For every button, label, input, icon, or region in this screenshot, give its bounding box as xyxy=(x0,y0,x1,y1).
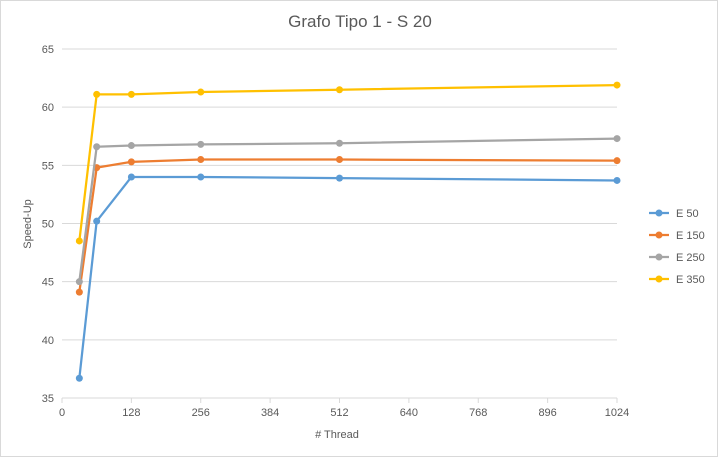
data-point xyxy=(336,174,343,182)
x-axis-label: # Thread xyxy=(315,429,359,441)
data-point xyxy=(127,142,135,150)
y-tick-label: 40 xyxy=(42,335,54,347)
series-line xyxy=(78,83,618,242)
data-point xyxy=(75,278,83,286)
series-2 xyxy=(75,156,621,296)
data-point xyxy=(93,143,101,151)
chart-title: Grafo Tipo 1 - S 20 xyxy=(288,12,432,31)
data-point xyxy=(93,90,101,98)
data-point xyxy=(197,173,205,181)
data-point xyxy=(75,374,83,382)
data-point xyxy=(336,86,343,94)
y-tick-label: 45 xyxy=(42,277,54,289)
y-tick-label: 60 xyxy=(42,102,54,114)
gridlines xyxy=(62,48,617,341)
y-tick-label: 35 xyxy=(42,393,54,405)
legend-label: E 50 xyxy=(676,208,699,220)
y-tick-label: 65 xyxy=(42,44,54,56)
series-line xyxy=(78,158,618,293)
data-point xyxy=(613,81,621,89)
series-line xyxy=(78,137,618,282)
series-3 xyxy=(75,135,621,286)
data-point xyxy=(127,90,135,98)
legend-swatch-marker xyxy=(655,275,663,283)
data-point xyxy=(127,158,135,166)
legend-swatch-marker xyxy=(655,253,663,261)
data-point xyxy=(197,88,205,96)
legend-label: E 250 xyxy=(676,252,705,264)
data-point xyxy=(75,288,83,296)
legend-item: E 250 xyxy=(649,252,705,264)
data-point xyxy=(336,139,343,147)
legend-item: E 350 xyxy=(649,274,705,286)
series-4 xyxy=(75,81,621,245)
x-tick-label: 0 xyxy=(59,407,65,419)
x-tick-label: 512 xyxy=(330,407,348,419)
legend-item: E 50 xyxy=(649,208,699,220)
series-line xyxy=(78,175,618,379)
x-tick-label: 256 xyxy=(192,407,210,419)
x-axis-ticks: 0 128 256 384 512 640 768 896 1024 xyxy=(59,398,629,419)
data-point xyxy=(613,176,621,184)
x-tick-label: 1024 xyxy=(605,407,629,419)
data-point xyxy=(93,217,101,225)
legend-item: E 150 xyxy=(649,230,705,242)
data-point xyxy=(197,140,205,148)
x-tick-label: 384 xyxy=(261,407,279,419)
y-tick-label: 50 xyxy=(42,219,54,231)
data-point xyxy=(336,156,343,164)
data-point xyxy=(127,173,135,181)
y-tick-label: 55 xyxy=(42,160,54,172)
x-tick-label: 640 xyxy=(400,407,418,419)
legend-swatch-marker xyxy=(655,231,663,239)
data-point xyxy=(613,157,621,165)
x-tick-label: 128 xyxy=(122,407,140,419)
data-point xyxy=(613,135,621,143)
data-point xyxy=(75,237,83,245)
legend-label: E 350 xyxy=(676,274,705,286)
series-lines xyxy=(75,81,621,382)
legend: E 50 E 150 E 250 E 350 xyxy=(649,208,705,286)
y-axis-label: Speed-Up xyxy=(22,199,34,249)
y-axis-ticks: 35 40 45 50 55 60 65 xyxy=(42,44,54,405)
series-1 xyxy=(75,173,621,382)
legend-swatch-marker xyxy=(655,209,663,217)
x-tick-label: 768 xyxy=(469,407,487,419)
legend-label: E 150 xyxy=(676,230,705,242)
data-point xyxy=(197,156,205,164)
x-tick-label: 896 xyxy=(538,407,556,419)
